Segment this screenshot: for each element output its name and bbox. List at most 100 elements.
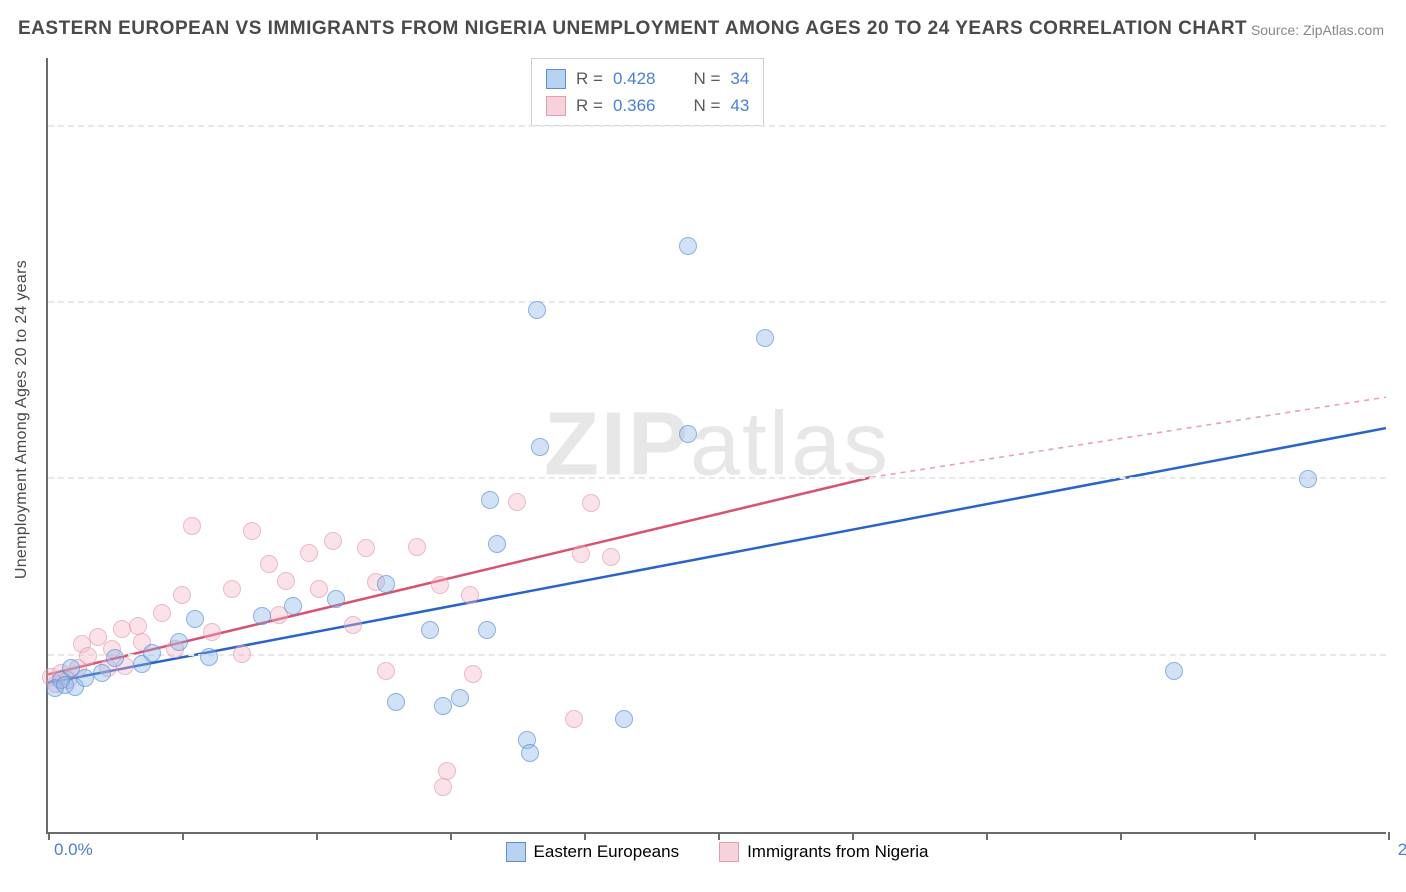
data-point-pink [300, 544, 318, 562]
data-point-blue [679, 425, 697, 443]
data-point-pink [223, 580, 241, 598]
data-point-blue [1299, 470, 1317, 488]
data-point-pink [572, 545, 590, 563]
data-point-pink [508, 493, 526, 511]
data-point-pink [377, 662, 395, 680]
y-tick-label: 25.0% [1396, 469, 1406, 489]
trend-line [48, 428, 1386, 683]
data-point-blue [327, 590, 345, 608]
swatch-pink-icon [546, 96, 566, 116]
legend-item-blue: Eastern Europeans [506, 842, 680, 862]
trend-line [871, 397, 1386, 477]
y-tick-label: 37.5% [1396, 293, 1406, 313]
x-tick [48, 832, 50, 840]
data-point-blue [106, 649, 124, 667]
data-point-blue [528, 301, 546, 319]
gridline [48, 301, 1386, 303]
x-tick [182, 832, 184, 840]
data-point-pink [602, 548, 620, 566]
data-point-pink [408, 538, 426, 556]
y-tick-label: 50.0% [1396, 117, 1406, 137]
x-axis-max-label: 20.0% [1398, 840, 1406, 860]
data-point-blue [531, 438, 549, 456]
data-point-pink [233, 645, 251, 663]
swatch-pink-icon [719, 842, 739, 862]
stat-r-label: R = [576, 92, 603, 119]
data-point-blue [478, 621, 496, 639]
y-axis-title: Unemployment Among Ages 20 to 24 years [13, 260, 31, 579]
data-point-blue [76, 669, 94, 687]
swatch-blue-icon [546, 69, 566, 89]
legend-label-pink: Immigrants from Nigeria [747, 842, 928, 862]
data-point-blue [434, 697, 452, 715]
gridline [48, 477, 1386, 479]
data-point-pink [310, 580, 328, 598]
data-point-pink [277, 572, 295, 590]
data-point-pink [464, 665, 482, 683]
data-point-blue [679, 237, 697, 255]
watermark-left: ZIP [544, 395, 690, 495]
stats-row-blue: R = 0.428 N = 34 [546, 65, 749, 92]
watermark: ZIPatlas [544, 394, 890, 497]
data-point-blue [615, 710, 633, 728]
data-point-blue [284, 597, 302, 615]
data-point-blue [756, 329, 774, 347]
legend-label-blue: Eastern Europeans [534, 842, 680, 862]
legend-item-pink: Immigrants from Nigeria [719, 842, 928, 862]
source-attribution: Source: ZipAtlas.com [1251, 22, 1384, 38]
data-point-pink [203, 623, 221, 641]
data-point-blue [521, 744, 539, 762]
trend-lines-svg [48, 58, 1386, 832]
x-tick [718, 832, 720, 840]
stats-row-pink: R = 0.366 N = 43 [546, 92, 749, 119]
swatch-blue-icon [506, 842, 526, 862]
data-point-pink [344, 616, 362, 634]
data-point-pink [324, 532, 342, 550]
stat-n-blue: 34 [730, 65, 749, 92]
data-point-blue [253, 607, 271, 625]
data-point-blue [377, 575, 395, 593]
data-point-pink [582, 494, 600, 512]
data-point-pink [434, 778, 452, 796]
watermark-right: atlas [690, 395, 890, 495]
x-tick [1388, 832, 1390, 840]
data-point-blue [186, 610, 204, 628]
data-point-pink [260, 555, 278, 573]
stat-n-label: N = [693, 92, 720, 119]
data-point-pink [357, 539, 375, 557]
data-point-blue [1165, 662, 1183, 680]
x-tick [1120, 832, 1122, 840]
x-tick [584, 832, 586, 840]
data-point-pink [79, 647, 97, 665]
x-tick [1254, 832, 1256, 840]
legend: Eastern Europeans Immigrants from Nigeri… [48, 842, 1386, 862]
data-point-pink [173, 586, 191, 604]
x-tick [852, 832, 854, 840]
stat-n-label: N = [693, 65, 720, 92]
data-point-blue [93, 664, 111, 682]
data-point-blue [451, 689, 469, 707]
data-point-blue [200, 648, 218, 666]
data-point-blue [488, 535, 506, 553]
data-point-pink [183, 517, 201, 535]
data-point-blue [143, 644, 161, 662]
stat-n-pink: 43 [730, 92, 749, 119]
stat-r-label: R = [576, 65, 603, 92]
data-point-pink [565, 710, 583, 728]
data-point-blue [170, 633, 188, 651]
stats-box: R = 0.428 N = 34 R = 0.366 N = 43 [531, 58, 764, 126]
data-point-pink [113, 620, 131, 638]
chart-title: EASTERN EUROPEAN VS IMMIGRANTS FROM NIGE… [18, 18, 1247, 40]
plot-area: ZIPatlas R = 0.428 N = 34 R = 0.366 N = … [46, 58, 1386, 834]
stat-r-blue: 0.428 [613, 65, 656, 92]
gridline [48, 125, 1386, 127]
y-tick-label: 12.5% [1396, 646, 1406, 666]
x-tick [986, 832, 988, 840]
x-tick [316, 832, 318, 840]
stat-r-pink: 0.366 [613, 92, 656, 119]
data-point-pink [431, 576, 449, 594]
x-tick [450, 832, 452, 840]
data-point-blue [481, 491, 499, 509]
data-point-pink [461, 586, 479, 604]
data-point-blue [387, 693, 405, 711]
